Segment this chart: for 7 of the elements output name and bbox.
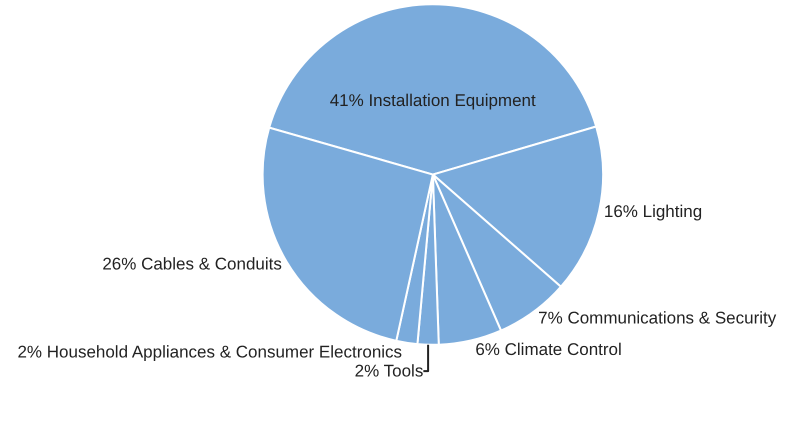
slice-label: 6% Climate Control (475, 340, 622, 360)
slice-label: 2% Tools (354, 362, 424, 381)
slice-label: 16% Lighting (604, 202, 702, 222)
slice-label: 7% Communications & Security (538, 308, 777, 328)
slice-label: 41% Installation Equipment (330, 91, 536, 110)
slice-label: 26% Cables & Conduits (102, 254, 282, 274)
slice-label: 2% Household Appliances & Consumer Electronics (17, 342, 402, 362)
